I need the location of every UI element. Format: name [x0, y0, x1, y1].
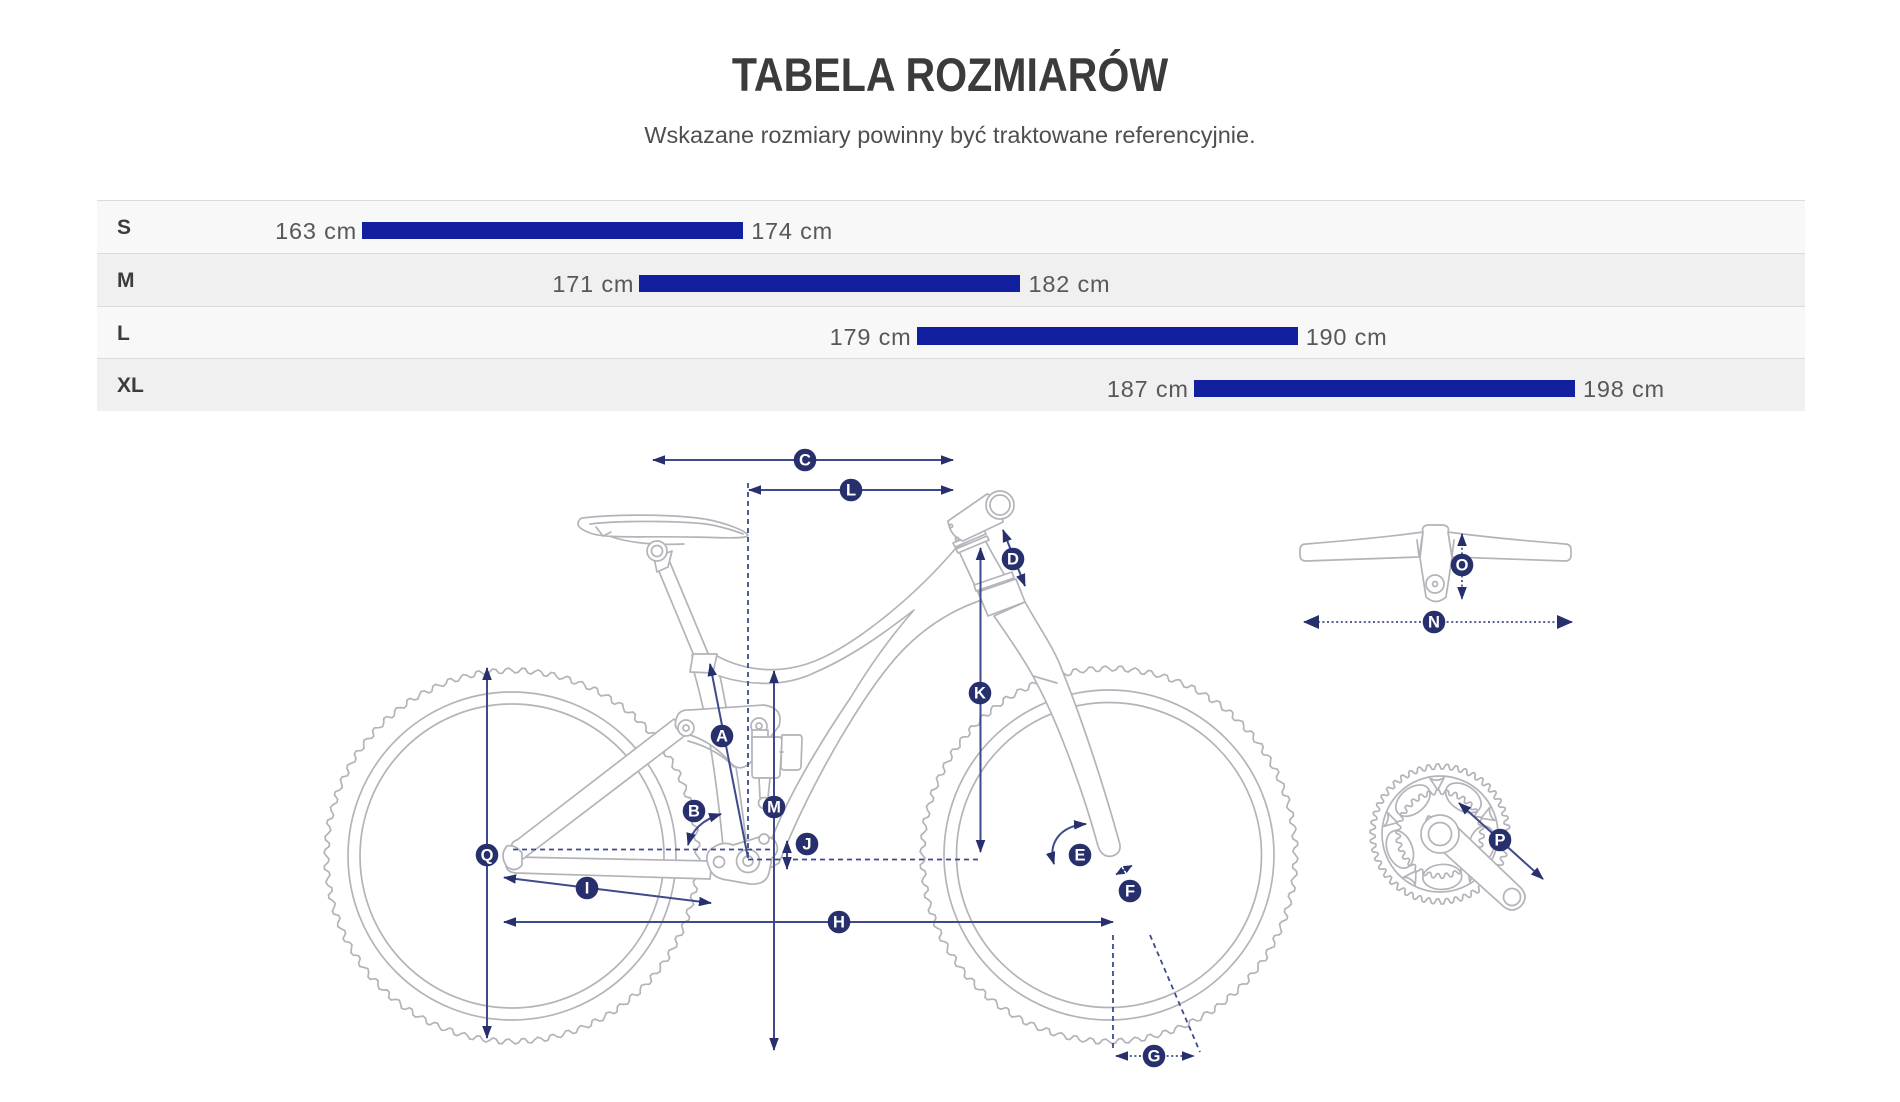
svg-text:A: A: [716, 728, 728, 746]
svg-text:I: I: [585, 880, 590, 898]
svg-text:B: B: [688, 803, 700, 821]
svg-text:Q: Q: [481, 847, 494, 865]
svg-text:D: D: [1007, 551, 1019, 569]
svg-text:N: N: [1428, 614, 1440, 632]
svg-text:J: J: [802, 836, 811, 854]
svg-text:G: G: [1148, 1048, 1161, 1066]
svg-text:H: H: [833, 914, 845, 932]
svg-text:K: K: [974, 685, 986, 703]
svg-text:L: L: [846, 482, 856, 500]
svg-text:E: E: [1074, 847, 1085, 865]
svg-text:C: C: [799, 452, 811, 470]
svg-text:P: P: [1494, 832, 1505, 850]
svg-text:M: M: [767, 799, 781, 817]
svg-text:O: O: [1456, 557, 1469, 575]
svg-text:F: F: [1125, 883, 1135, 901]
